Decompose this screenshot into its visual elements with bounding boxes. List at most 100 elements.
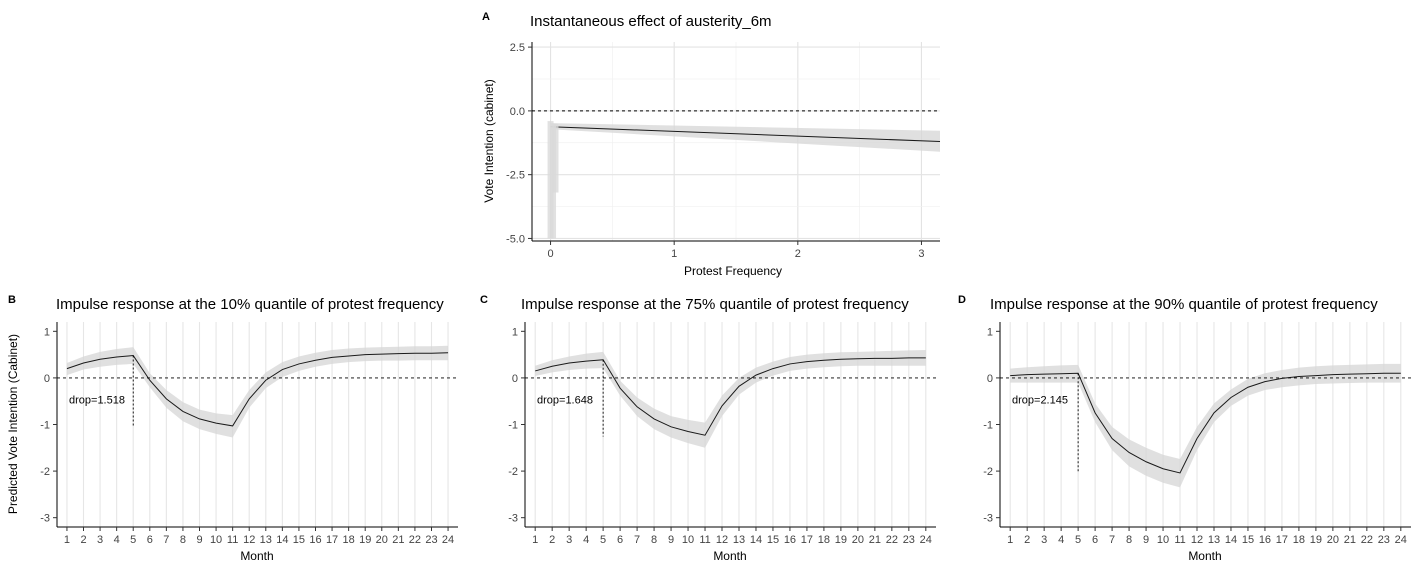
x-tick-label: 0 [547, 248, 553, 260]
x-tick-label: 4 [1058, 534, 1064, 546]
panel-title: Impulse response at the 10% quantile of … [56, 296, 444, 313]
x-tick-label: 24 [1395, 534, 1407, 546]
series-line [535, 357, 926, 436]
y-tick-label: 0 [512, 373, 518, 385]
drop-label: drop=2.145 [1012, 395, 1068, 407]
drop-label: drop=1.648 [537, 395, 593, 407]
x-tick-label: 13 [733, 534, 745, 546]
confidence-band [550, 123, 940, 152]
panel-b: B Impulse response at the 10% quantile of… [6, 294, 458, 563]
x-tick-label: 3 [1041, 534, 1047, 546]
y-tick-label: -3 [983, 513, 993, 525]
x-tick-label: 7 [163, 534, 169, 546]
x-tick-label: 17 [1276, 534, 1288, 546]
x-tick-label: 16 [784, 534, 796, 546]
y-tick-label: 1 [44, 326, 50, 338]
y-tick-label: -2 [40, 466, 50, 478]
panel-letter: D [958, 294, 966, 306]
x-tick-label: 11 [1174, 534, 1185, 546]
x-tick-label: 20 [852, 534, 864, 546]
x-tick-label: 5 [130, 534, 136, 546]
x-tick-label: 9 [196, 534, 202, 546]
x-tick-label: 17 [801, 534, 813, 546]
x-tick-label: 19 [359, 534, 371, 546]
x-tick-label: 11 [699, 534, 710, 546]
x-tick-label: 1 [532, 534, 538, 546]
x-tick-label: 20 [1327, 534, 1339, 546]
x-tick-label: 10 [210, 534, 222, 546]
x-tick-label: 14 [1225, 534, 1237, 546]
y-tick-label: -3 [40, 513, 50, 525]
x-tick-label: 2 [80, 534, 86, 546]
y-tick-label: -2 [508, 466, 518, 478]
rug-bar [552, 123, 559, 193]
series-line [66, 352, 449, 427]
x-tick-label: 19 [835, 534, 847, 546]
x-axis-title: Protest Frequency [684, 264, 782, 278]
x-tick-label: 10 [682, 534, 694, 546]
x-tick-label: 3 [97, 534, 103, 546]
panel-title: Instantaneous effect of austerity_6m [530, 13, 772, 30]
x-tick-label: 8 [180, 534, 186, 546]
x-tick-label: 24 [442, 534, 454, 546]
x-tick-label: 16 [309, 534, 321, 546]
x-tick-label: 22 [409, 534, 421, 546]
x-tick-label: 14 [276, 534, 288, 546]
x-tick-label: 11 [227, 534, 238, 546]
x-tick-label: 18 [818, 534, 830, 546]
panel-d: D Impulse response at the 90% quantile of… [958, 294, 1411, 563]
x-tick-label: 15 [767, 534, 779, 546]
x-tick-label: 6 [147, 534, 153, 546]
confidence-band [535, 349, 926, 448]
x-tick-label: 20 [376, 534, 388, 546]
panel-letter: A [482, 11, 490, 23]
x-axis-title: Month [1188, 549, 1221, 563]
y-tick-label: -1 [40, 420, 50, 432]
y-tick-label: 1 [987, 326, 993, 338]
panel-title: Impulse response at the 90% quantile of … [990, 296, 1378, 313]
x-tick-label: 6 [1092, 534, 1098, 546]
x-tick-label: 18 [343, 534, 355, 546]
x-tick-label: 16 [1259, 534, 1271, 546]
x-tick-label: 2 [795, 248, 801, 260]
drop-label: drop=1.518 [69, 395, 125, 407]
y-tick-label: 0 [44, 373, 50, 385]
x-tick-label: 13 [260, 534, 272, 546]
x-tick-label: 7 [1109, 534, 1115, 546]
x-tick-label: 9 [668, 534, 674, 546]
x-tick-label: 9 [1143, 534, 1149, 546]
panel-title: Impulse response at the 75% quantile of … [521, 296, 909, 313]
x-tick-label: 13 [1208, 534, 1220, 546]
y-tick-label: -2 [983, 466, 993, 478]
x-tick-label: 3 [566, 534, 572, 546]
y-tick-label: -2.5 [506, 170, 525, 182]
x-tick-label: 15 [1242, 534, 1254, 546]
x-tick-label: 2 [549, 534, 555, 546]
x-tick-label: 6 [617, 534, 623, 546]
y-tick-label: 2.5 [510, 42, 525, 54]
x-tick-label: 4 [583, 534, 589, 546]
y-tick-label: 0.0 [510, 106, 525, 118]
x-axis-title: Month [713, 549, 746, 563]
y-axis-title: Predicted Vote Intention (Cabinet) [6, 334, 20, 514]
x-tick-label: 8 [651, 534, 657, 546]
x-tick-label: 15 [293, 534, 305, 546]
x-tick-label: 8 [1126, 534, 1132, 546]
x-tick-label: 2 [1024, 534, 1030, 546]
x-tick-label: 23 [903, 534, 915, 546]
series-line [550, 126, 941, 142]
y-tick-label: -1 [983, 420, 993, 432]
y-tick-label: 0 [987, 373, 993, 385]
x-tick-label: 1 [671, 248, 677, 260]
x-tick-label: 22 [1361, 534, 1373, 546]
x-tick-label: 12 [1191, 534, 1203, 546]
x-tick-label: 23 [425, 534, 437, 546]
y-tick-label: -3 [508, 513, 518, 525]
y-tick-label: -5.0 [506, 233, 525, 245]
y-tick-label: 1 [512, 326, 518, 338]
series-line [1010, 372, 1401, 474]
panel-letter: C [480, 294, 488, 306]
x-tick-label: 21 [1344, 534, 1356, 546]
